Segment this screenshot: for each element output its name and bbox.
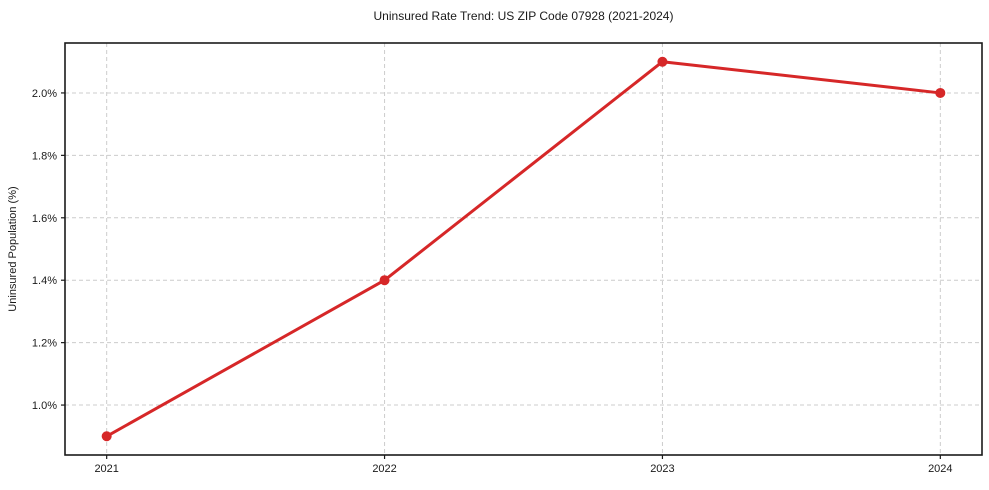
x-tick-label: 2024 xyxy=(928,463,952,475)
x-tick-label: 2023 xyxy=(650,463,674,475)
y-tick-label: 1.4% xyxy=(32,275,57,287)
data-point-marker xyxy=(101,431,112,442)
y-tick-label: 1.2% xyxy=(32,338,57,350)
data-point-marker xyxy=(935,87,946,98)
data-point-marker xyxy=(379,275,390,286)
y-tick-label: 1.0% xyxy=(32,400,57,412)
x-tick-label: 2021 xyxy=(94,463,118,475)
axes-spines xyxy=(64,42,983,456)
y-tick-label: 2.0% xyxy=(32,88,57,100)
x-tick-label: 2022 xyxy=(372,463,396,475)
data-point-marker xyxy=(657,56,668,67)
y-tick-label: 1.8% xyxy=(32,150,57,162)
data-line xyxy=(105,60,942,438)
y-tick-label: 1.6% xyxy=(32,213,57,225)
chart-title: Uninsured Rate Trend: US ZIP Code 07928 … xyxy=(373,9,674,23)
